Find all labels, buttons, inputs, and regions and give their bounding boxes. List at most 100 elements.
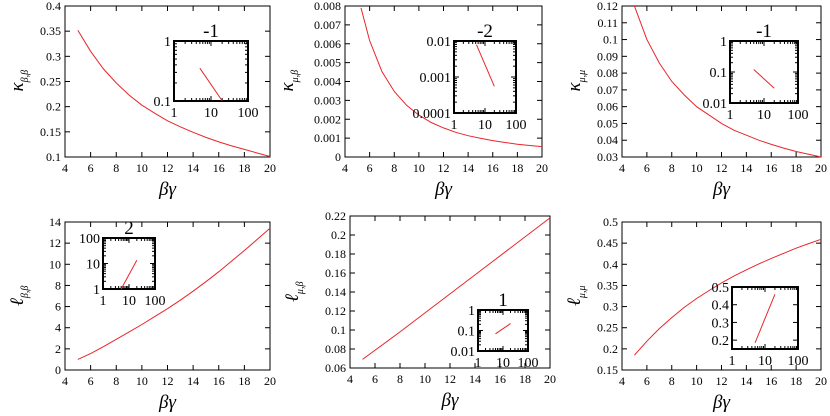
y-axis-subscript: μ,β	[295, 282, 306, 296]
y-tick-label: 0.05	[597, 116, 618, 130]
x-tick-label: 18	[238, 374, 250, 388]
inset-x-tick-label: 1	[727, 108, 734, 123]
x-axis-label: βγ	[441, 390, 459, 411]
series-line	[362, 217, 551, 360]
x-axis-label: βγ	[712, 392, 730, 413]
x-tick-label: 12	[716, 374, 728, 388]
y-tick-label: 0.2	[603, 342, 618, 356]
inset-y-tick-label: 10	[86, 258, 100, 273]
y-tick-label: 0.12	[597, 0, 618, 13]
x-tick-label: 4	[62, 374, 68, 388]
y-tick-label: 0.2	[46, 100, 61, 114]
y-tick-label: 0.15	[40, 125, 61, 139]
x-tick-label: 20	[544, 372, 556, 386]
y-tick-label: 0.004	[314, 75, 341, 89]
x-tick-label: 16	[487, 161, 499, 175]
y-axis-subscript: μ,μ	[577, 70, 588, 84]
x-tick-label: 12	[716, 161, 728, 175]
y-tick-label: 0.45	[597, 236, 618, 250]
inset-y-tick-label: 100	[79, 232, 100, 247]
x-tick-label: 10	[413, 161, 425, 175]
x-tick-label: 4	[342, 161, 348, 175]
x-axis-label: βγ	[712, 179, 730, 200]
inset-slope-label: -2	[477, 21, 493, 42]
x-axis-label: βγ	[434, 179, 452, 200]
y-axis-label: ℓμ,μ	[564, 286, 588, 306]
x-tick-label: 10	[691, 161, 703, 175]
inset-frame	[729, 40, 799, 104]
x-tick-label: 14	[740, 161, 752, 175]
y-tick-label: 0.001	[314, 131, 341, 145]
x-tick-label: 16	[213, 374, 225, 388]
inset-y-tick-label: 0.1	[710, 66, 728, 81]
inset-series-line	[475, 44, 495, 87]
y-tick-label: 0.07	[597, 83, 618, 97]
inset-y-tick-label: 0.01	[703, 97, 728, 112]
y-tick-label: 0.3	[603, 300, 618, 314]
x-tick-label: 6	[644, 161, 650, 175]
y-tick-label: 0.25	[40, 75, 61, 89]
x-tick-label: 8	[669, 161, 675, 175]
y-tick-label: 0.4	[46, 0, 61, 13]
y-tick-label: 6	[55, 300, 61, 314]
x-tick-label: 20	[264, 161, 276, 175]
inset-y-tick-label: 1	[93, 283, 100, 298]
x-tick-label: 18	[238, 161, 250, 175]
x-tick-label: 16	[213, 161, 225, 175]
inset-x-tick-label: 10	[122, 294, 136, 309]
x-tick-label: 12	[162, 161, 174, 175]
inset-kmm: 1 10 100 0.01 0.1 1 -1	[703, 21, 809, 123]
inset-series-line	[753, 69, 775, 89]
x-tick-label: 14	[187, 374, 199, 388]
inset-slope-label: 1	[498, 290, 508, 311]
series-line	[634, 238, 822, 356]
y-tick-label: 0.4	[603, 257, 618, 271]
y-tick-label: 0.35	[40, 24, 61, 38]
inset-y-tick-label: 0.2	[712, 334, 730, 349]
inset-x-tick-label: 1	[100, 294, 107, 309]
x-tick-label: 18	[511, 161, 523, 175]
x-axis-label: βγ	[158, 179, 176, 200]
inset-x-tick-label: 10	[496, 356, 510, 371]
inset-series-line	[199, 67, 223, 102]
x-tick-label: 8	[397, 372, 403, 386]
inset-y-tick-label: 0.01	[451, 345, 476, 360]
x-tick-label: 12	[438, 161, 450, 175]
inset-x-tick-label: 100	[506, 118, 527, 133]
y-tick-label: 0.35	[597, 278, 618, 292]
x-tick-label: 12	[444, 372, 456, 386]
y-axis-label: κβ,β	[7, 70, 31, 92]
y-tick-label: 14	[49, 215, 61, 229]
x-tick-label: 12	[162, 374, 174, 388]
inset-x-tick-label: 10	[204, 106, 218, 121]
inset-x-tick-label: 100	[518, 356, 539, 371]
x-tick-label: 20	[264, 374, 276, 388]
y-tick-label: 0.3	[46, 49, 61, 63]
x-tick-label: 8	[391, 161, 397, 175]
inset-x-tick-label: 1	[475, 356, 482, 371]
inset-y-tick-label: 0.01	[427, 35, 452, 50]
x-axis-label: βγ	[158, 392, 176, 413]
y-axis-symbol: κ	[277, 82, 298, 92]
inset-frame	[453, 40, 517, 114]
inset-frame	[477, 309, 529, 352]
x-tick-label: 16	[765, 161, 777, 175]
y-tick-label: 0.03	[597, 150, 618, 164]
y-tick-label: 0.005	[314, 56, 341, 70]
y-tick-label: 0.25	[597, 321, 618, 335]
inset-x-tick-label: 10	[758, 354, 772, 369]
panel-kmb: 4 6 8 10 12 14 16 18 20 0 0.001 0.002 0.003 0.004 0.00…	[277, 0, 548, 200]
y-tick-label: 0.14	[325, 285, 346, 299]
x-tick-label: 14	[187, 161, 199, 175]
y-axis-subscript: μ,μ	[577, 286, 588, 300]
inset-x-tick-label: 100	[238, 106, 259, 121]
inset-y-tick-label: 0.1	[458, 325, 476, 340]
y-tick-label: 0.06	[597, 100, 618, 114]
panel-lmb: 4 6 8 10 12 14 16 18 20 0.06 0.08 0.1 0.12 0.14 0.16 0.…	[282, 209, 556, 411]
x-tick-label: 6	[644, 374, 650, 388]
y-axis-subscript: μ,β	[290, 70, 301, 84]
x-tick-label: 18	[790, 161, 802, 175]
y-axis-label: ℓμ,β	[282, 282, 306, 302]
y-tick-label: 0.2	[331, 228, 346, 242]
